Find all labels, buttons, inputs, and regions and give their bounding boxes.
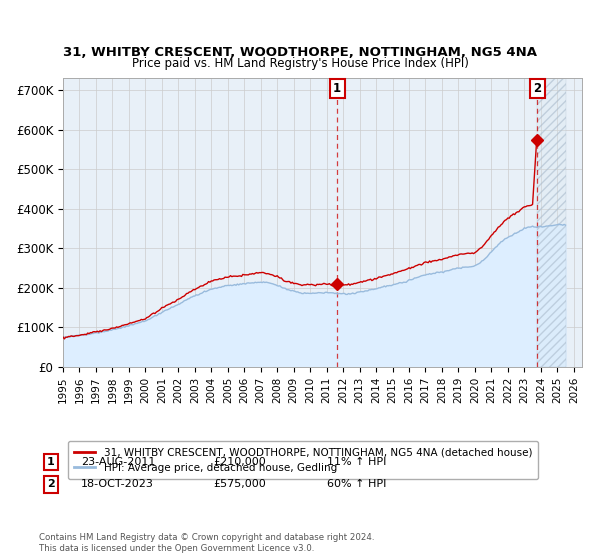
Text: 60% ↑ HPI: 60% ↑ HPI	[327, 479, 386, 489]
Text: 2: 2	[47, 479, 55, 489]
Legend: 31, WHITBY CRESCENT, WOODTHORPE, NOTTINGHAM, NG5 4NA (detached house), HPI: Aver: 31, WHITBY CRESCENT, WOODTHORPE, NOTTING…	[68, 441, 538, 479]
Text: 18-OCT-2023: 18-OCT-2023	[81, 479, 154, 489]
Text: 1: 1	[333, 82, 341, 95]
Text: £575,000: £575,000	[213, 479, 266, 489]
Text: Contains HM Land Registry data © Crown copyright and database right 2024.
This d: Contains HM Land Registry data © Crown c…	[39, 533, 374, 553]
Text: 11% ↑ HPI: 11% ↑ HPI	[327, 457, 386, 467]
Text: 23-AUG-2011: 23-AUG-2011	[81, 457, 155, 467]
Text: Price paid vs. HM Land Registry's House Price Index (HPI): Price paid vs. HM Land Registry's House …	[131, 57, 469, 70]
Text: 1: 1	[47, 457, 55, 467]
Text: £210,000: £210,000	[213, 457, 266, 467]
Text: 31, WHITBY CRESCENT, WOODTHORPE, NOTTINGHAM, NG5 4NA: 31, WHITBY CRESCENT, WOODTHORPE, NOTTING…	[63, 46, 537, 59]
Text: 2: 2	[533, 82, 541, 95]
